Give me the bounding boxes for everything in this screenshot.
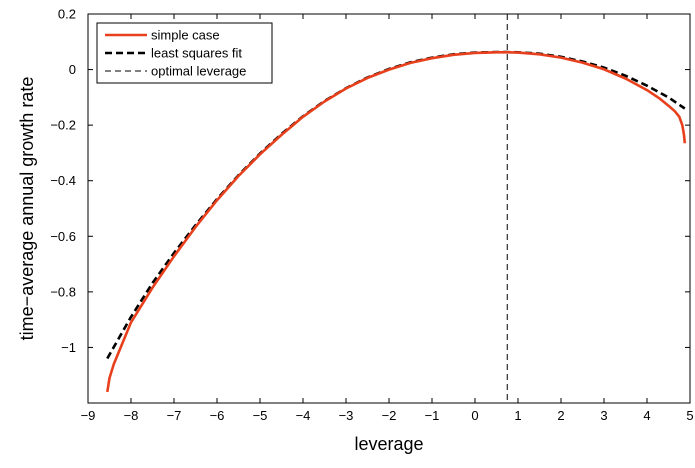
x-tick-label: −5 [253, 408, 268, 423]
simple-case-line [106, 51, 687, 393]
x-tick-label: −7 [167, 408, 182, 423]
x-tick-label: 5 [686, 408, 693, 423]
legend-label-optimal-leverage: optimal leverage [151, 64, 246, 79]
x-tick-label: −9 [81, 408, 96, 423]
x-axis-label: leverage [354, 434, 423, 454]
y-tick-label: −0.6 [50, 229, 76, 244]
legend-label-least-squares-fit: least squares fit [151, 46, 242, 61]
x-tick-label: −3 [339, 408, 354, 423]
x-tick-label: −1 [425, 408, 440, 423]
x-tick-label: 0 [471, 408, 478, 423]
y-tick-label: −1 [61, 340, 76, 355]
y-tick-label: 0.2 [58, 7, 76, 22]
x-tick-label: −2 [382, 408, 397, 423]
y-tick-label: −0.8 [50, 284, 76, 299]
x-tick-label: 4 [643, 408, 650, 423]
y-tick-label: −0.2 [50, 118, 76, 133]
y-tick-label: −0.4 [50, 173, 76, 188]
y-tick-labels: 0.2 0 −0.2 −0.4 −0.6 −0.8 −1 [50, 7, 76, 355]
y-tick-label: 0 [69, 62, 76, 77]
x-tick-label: −6 [210, 408, 225, 423]
x-tick-label: 2 [557, 408, 564, 423]
x-tick-label: −8 [124, 408, 139, 423]
x-tick-label: 3 [600, 408, 607, 423]
x-tick-label: 1 [514, 408, 521, 423]
x-tick-label: −4 [296, 408, 311, 423]
y-axis-label: time−average annual growth rate [17, 77, 37, 341]
x-tick-labels: −9 −8 −7 −6 −5 −4 −3 −2 −1 0 1 2 3 4 5 [81, 408, 694, 423]
y-ticks [88, 13, 690, 348]
legend: simple case least squares fit optimal le… [96, 22, 273, 84]
least-squares-fit-line [106, 50, 686, 360]
legend-label-simple-case: simple case [151, 28, 220, 43]
legend-box [96, 22, 273, 84]
x-ticks [87, 14, 691, 403]
